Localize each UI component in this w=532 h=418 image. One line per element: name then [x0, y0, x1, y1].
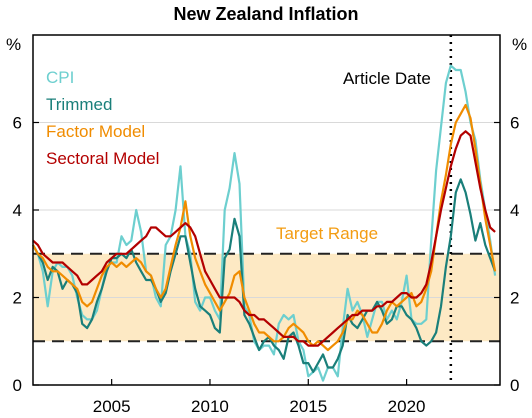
y-tick-label-right: 4 — [510, 201, 519, 220]
x-tick-label: 2010 — [191, 397, 229, 416]
y-tick-label-left: 2 — [13, 289, 22, 308]
series-line-factor-model — [32, 103, 497, 352]
legend-item-sectoral-model: Sectoral Model — [46, 149, 159, 168]
x-tick-label: 2020 — [388, 397, 426, 416]
y-tick-label-right: 6 — [510, 114, 519, 133]
target-range-label: Target Range — [276, 224, 378, 243]
y-axis-unit-left: % — [6, 35, 21, 54]
y-axis-unit-right: % — [512, 35, 527, 54]
legend-item-cpi: CPI — [46, 68, 74, 87]
x-tick-label: 2005 — [93, 397, 131, 416]
y-tick-label-left: 4 — [13, 201, 22, 220]
y-tick-label-left: 6 — [13, 114, 22, 133]
y-tick-label-left: 0 — [13, 376, 22, 395]
axis-ticks: 0 0 2 2 4 4 6 6 2005 2010 2015 2020 — [13, 114, 520, 417]
series-line-sectoral-model — [32, 130, 496, 347]
y-tick-label-right: 2 — [510, 289, 519, 308]
x-tick-label: 2015 — [289, 397, 327, 416]
y-tick-label-right: 0 — [510, 376, 519, 395]
legend-item-trimmed: Trimmed — [46, 95, 112, 114]
legend-item-factor-model: Factor Model — [46, 122, 145, 141]
series-layer — [32, 64, 497, 382]
legend: CPI Trimmed Factor Model Sectoral Model — [46, 68, 159, 168]
article-date-label: Article Date — [343, 69, 431, 88]
series-line-trimmed — [32, 178, 497, 373]
chart-title: New Zealand Inflation — [173, 4, 358, 24]
